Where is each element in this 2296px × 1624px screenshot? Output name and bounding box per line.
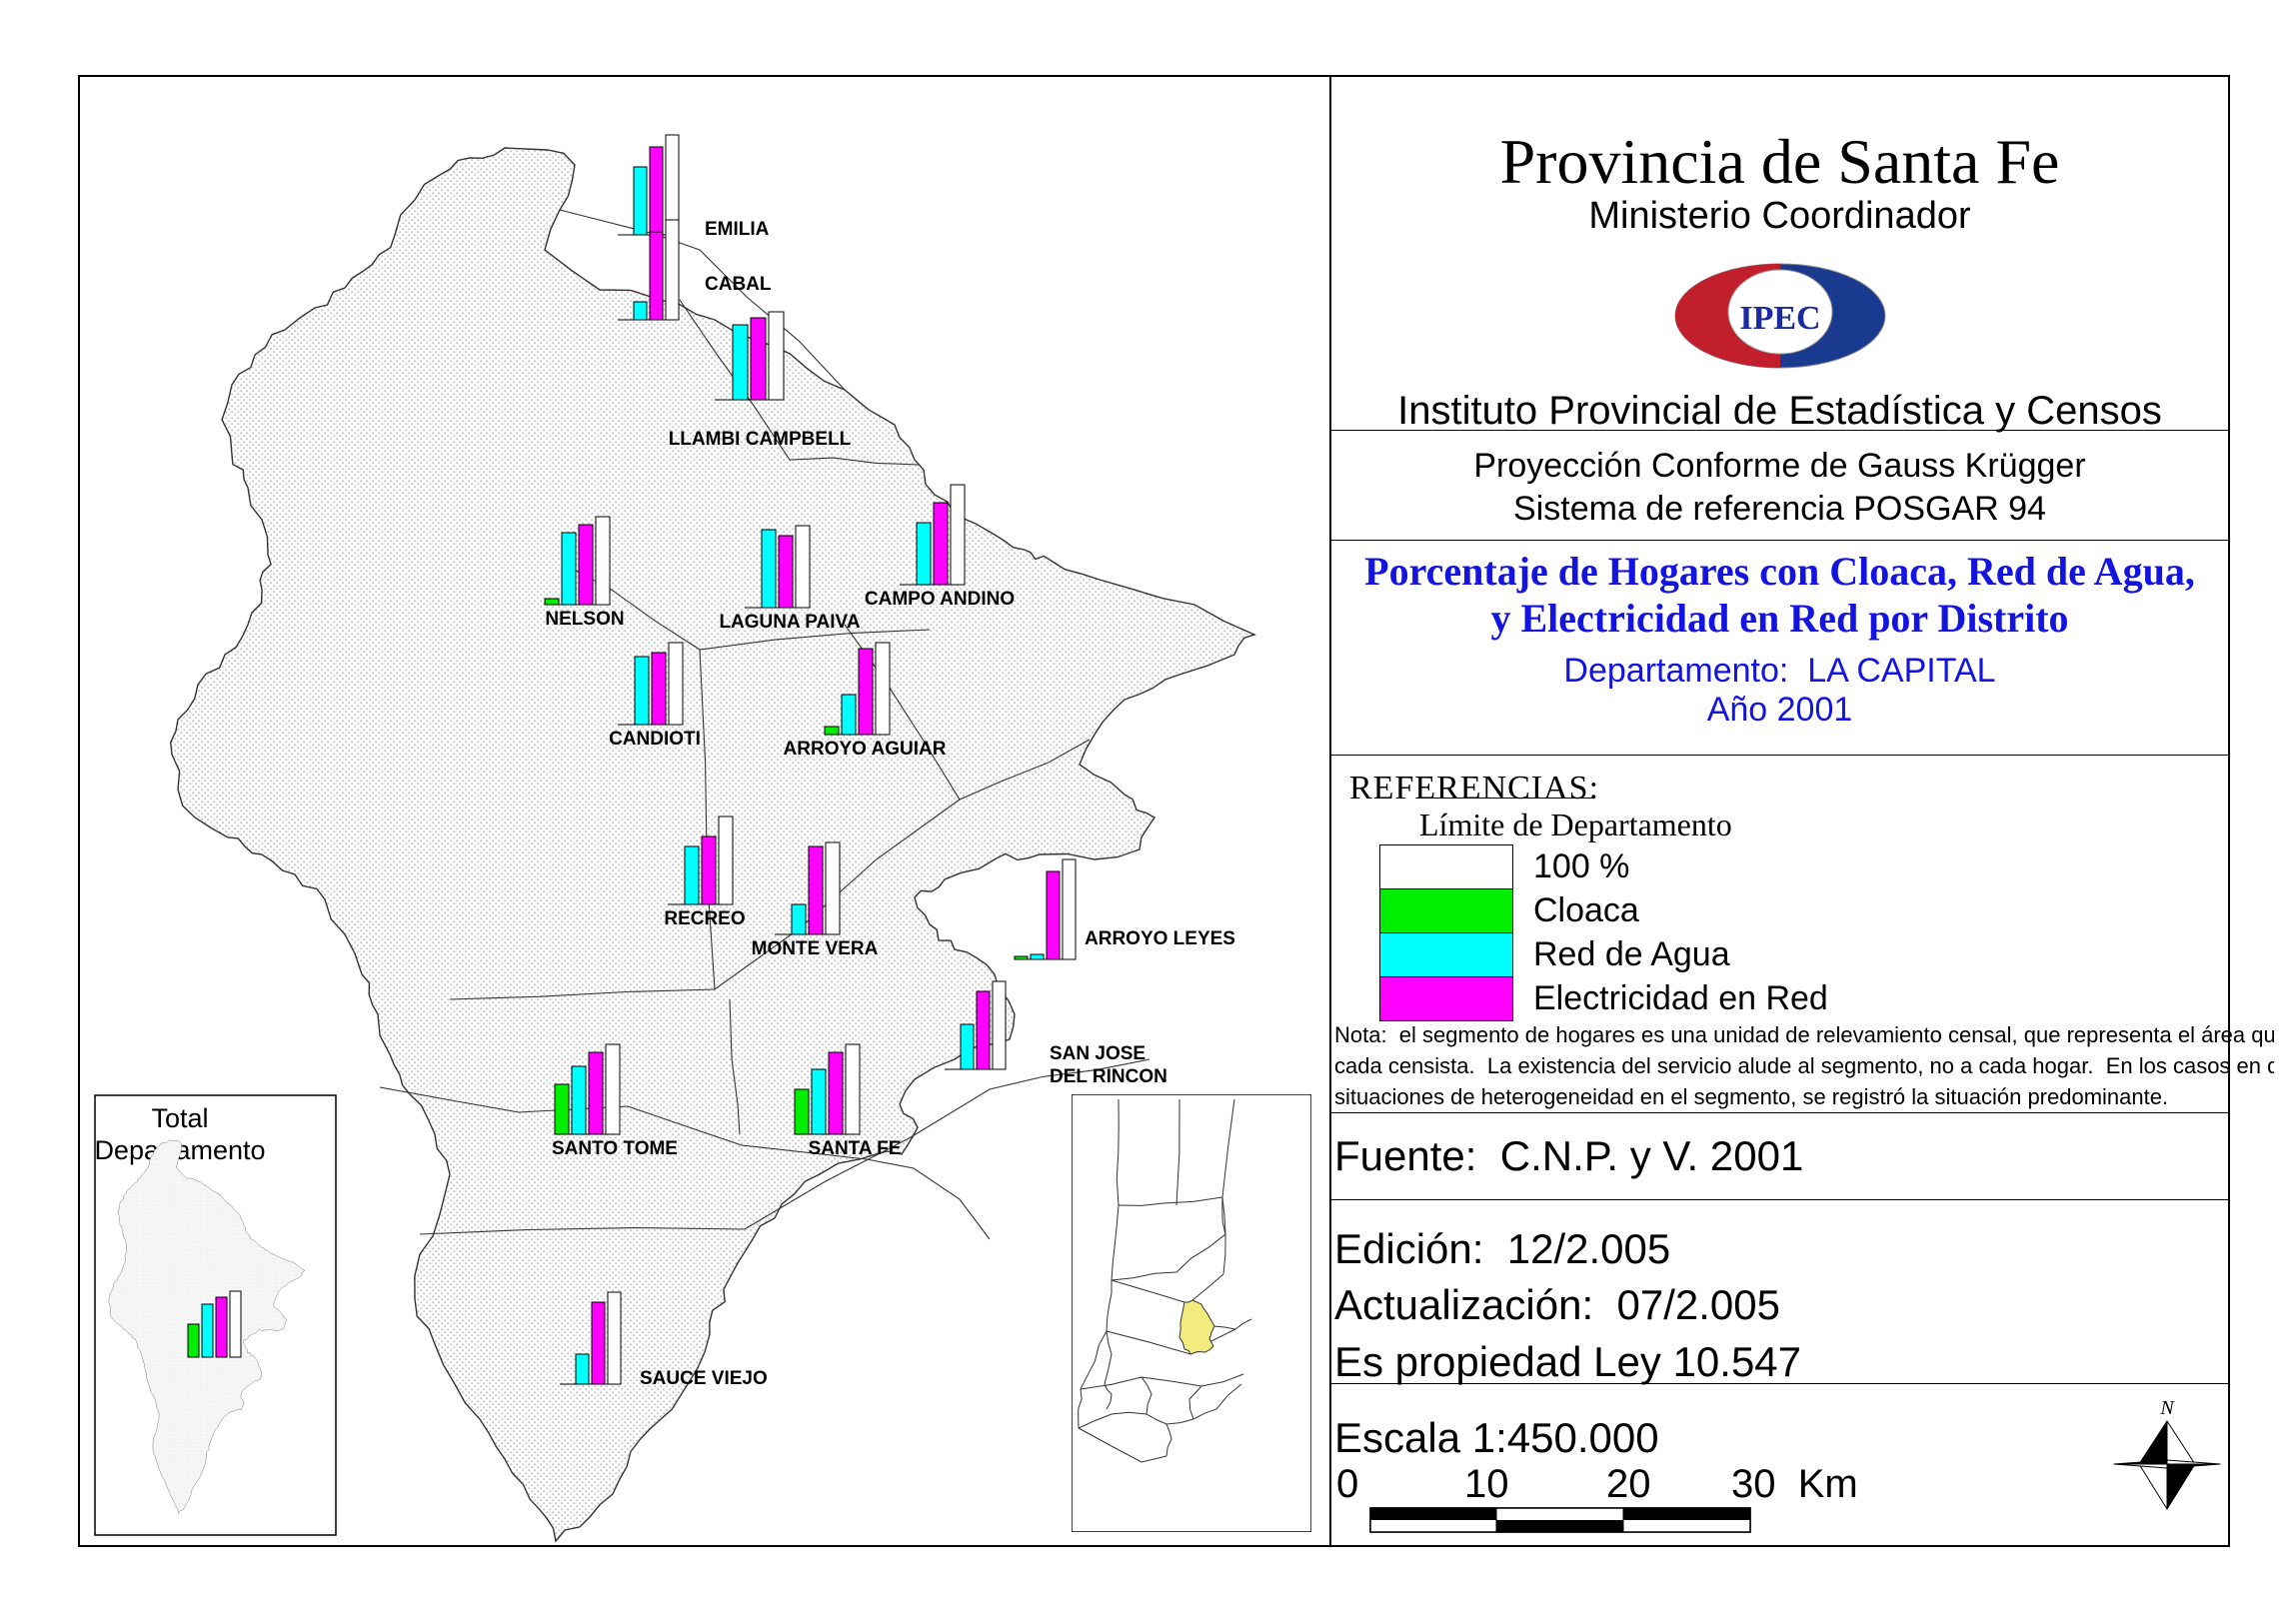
svg-text:LAGUNA PAIVA: LAGUNA PAIVA [719, 612, 860, 633]
svg-text:SANTO TOME: SANTO TOME [552, 1138, 678, 1159]
svg-text:ARROYO AGUIAR: ARROYO AGUIAR [784, 739, 947, 760]
svg-text:CABAL: CABAL [705, 274, 772, 295]
svg-text:SAN JOSE: SAN JOSE [1050, 1043, 1146, 1064]
svg-text:RECREO: RECREO [664, 908, 745, 929]
svg-text:NELSON: NELSON [545, 609, 624, 630]
svg-text:SAUCE VIEJO: SAUCE VIEJO [640, 1368, 768, 1389]
svg-text:ARROYO LEYES: ARROYO LEYES [1085, 928, 1235, 949]
svg-text:IPEC: IPEC [1739, 300, 1820, 337]
svg-text:SANTA FE: SANTA FE [809, 1138, 902, 1159]
svg-text:DEL RINCON: DEL RINCON [1050, 1066, 1167, 1087]
svg-text:CAMPO ANDINO: CAMPO ANDINO [865, 589, 1015, 610]
svg-text:CANDIOTI: CANDIOTI [609, 729, 701, 750]
svg-text:MONTE VERA: MONTE VERA [752, 938, 879, 959]
svg-text:LLAMBI CAMPBELL: LLAMBI CAMPBELL [669, 429, 852, 450]
svg-text:EMILIA: EMILIA [705, 219, 770, 240]
svg-text:N: N [2159, 1397, 2175, 1419]
